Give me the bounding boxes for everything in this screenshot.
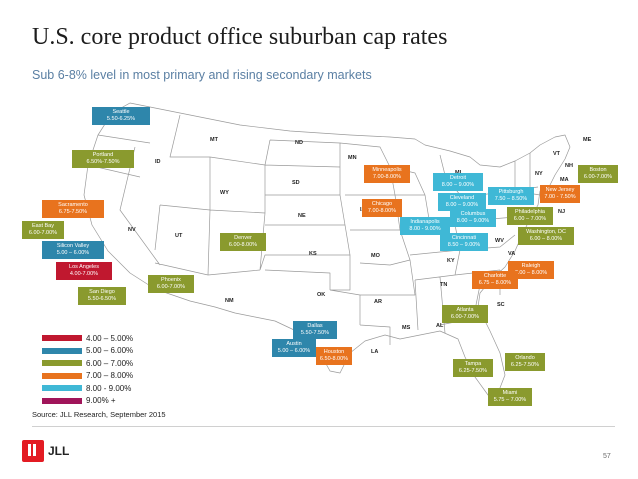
state-label: NE: [298, 213, 306, 219]
state-label: TN: [440, 282, 448, 288]
state-label: MT: [210, 137, 218, 143]
market-chicago: Chicago 7.00-8.00%: [362, 199, 402, 217]
market-san-diego: San Diego 5.50-6.50%: [78, 287, 126, 305]
market-portland: Portland 6.50%-7.50%: [72, 150, 134, 168]
market-east-bay: East Bay 6.00-7.00%: [22, 221, 64, 239]
market-orlando: Orlando 6.25-7.50%: [505, 353, 545, 371]
legend-item: 9.00% +: [42, 395, 133, 408]
market-boston: Boston 6.00-7.00%: [578, 165, 618, 183]
market-phoenix: Phoenix 6.00-7.00%: [148, 275, 194, 293]
market-cincinnati: Cincinnati 8.50 – 9.00%: [440, 233, 488, 251]
legend-label: 4.00 – 5.00%: [86, 333, 134, 343]
jll-logo-text: JLL: [48, 444, 70, 458]
legend-swatch: [42, 347, 82, 354]
legend-swatch: [42, 385, 82, 392]
page-number: 57: [603, 453, 611, 460]
source-note: Source: JLL Research, September 2015: [32, 410, 166, 419]
market-seattle: Seattle 5.50-6.25%: [92, 107, 150, 125]
state-label: WY: [220, 190, 229, 196]
market-washington-dc: Washington, DC 6.00 – 8.00%: [518, 227, 574, 245]
market-houston: Houston 6.50-8.00%: [316, 347, 352, 365]
market-denver: Denver 6.00-8.00%: [220, 233, 266, 251]
legend-swatch: [42, 360, 82, 367]
market-tampa: Tampa 6.25-7.50%: [453, 359, 493, 377]
legend-label: 8.00 - 9.00%: [86, 383, 132, 393]
state-label: AL: [436, 323, 444, 329]
state-label: NY: [535, 171, 543, 177]
jll-logo: JLL: [22, 440, 69, 462]
market-los-angeles: Los Angeles 4.00-7.00%: [56, 262, 112, 280]
state-label: VA: [508, 251, 516, 257]
state-label: MN: [348, 155, 357, 161]
legend-item: 5.00 – 6.00%: [42, 345, 133, 358]
legend: 4.00 – 5.00% 5.00 – 6.00% 6.00 – 7.00% 7…: [42, 332, 133, 407]
market-silicon-valley: Silicon Valley 5.00 – 6.00%: [42, 241, 104, 259]
us-map: MT ND MN ME ID WY SD VT NH NY MA MI NV U…: [22, 95, 630, 425]
legend-swatch: [42, 335, 82, 342]
state-label: SC: [497, 302, 505, 308]
market-cleveland: Cleveland 8.00 – 9.00%: [438, 193, 486, 211]
market-columbus: Columbus 8.00 – 9.00%: [450, 209, 496, 227]
state-label: NM: [225, 298, 234, 304]
state-label: ND: [295, 140, 303, 146]
market-new-jersey: New Jersey 7.00 - 7.50%: [540, 185, 580, 203]
state-label: MS: [402, 325, 411, 331]
state-label: MA: [560, 177, 569, 183]
jll-logo-icon: [22, 440, 44, 462]
market-minneapolis: Minneapolis 7.00-8.00%: [364, 165, 410, 183]
market-atlanta: Atlanta 6.00-7.00%: [442, 305, 488, 323]
legend-item: 7.00 – 8.00%: [42, 370, 133, 383]
market-philadelphia: Philadelphia 6.00 – 7.00%: [507, 207, 553, 225]
state-label: OK: [317, 292, 326, 298]
legend-label: 6.00 – 7.00%: [86, 358, 134, 368]
state-label: KY: [447, 258, 455, 264]
state-label: AR: [374, 299, 382, 305]
state-label: VT: [553, 151, 561, 157]
state-label: ME: [583, 137, 592, 143]
state-label: MO: [371, 253, 380, 259]
state-label: KS: [309, 251, 317, 257]
state-label: NV: [128, 227, 136, 233]
market-detroit: Detroit 8.00 – 9.00%: [433, 173, 483, 191]
state-label: ID: [155, 159, 161, 165]
state-label: UT: [175, 233, 183, 239]
state-label: WV: [495, 238, 504, 244]
slide-subtitle: Sub 6-8% level in most primary and risin…: [32, 68, 372, 82]
market-miami: Miami 5.75 – 7.00%: [488, 388, 532, 406]
legend-label: 7.00 – 8.00%: [86, 371, 134, 381]
market-dallas: Dallas 5.50-7.50%: [293, 321, 337, 339]
legend-swatch: [42, 397, 82, 404]
state-label: SD: [292, 180, 300, 186]
market-sacramento: Sacramento 6.75-7.50%: [42, 200, 104, 218]
legend-label: 9.00% +: [86, 396, 116, 406]
market-austin: Austin 5.00 – 6.00%: [272, 339, 316, 357]
footer-divider: [32, 426, 615, 427]
legend-item: 4.00 – 5.00%: [42, 332, 133, 345]
market-charlotte: Charlotte 6.75 – 8.00%: [472, 271, 518, 289]
legend-swatch: [42, 372, 82, 379]
market-pittsburgh: Pittsburgh 7.50 – 8.50%: [488, 187, 534, 205]
us-map-svg: [83, 102, 571, 396]
legend-item: 6.00 – 7.00%: [42, 357, 133, 370]
state-label: NJ: [558, 209, 566, 215]
legend-item: 8.00 - 9.00%: [42, 382, 133, 395]
slide-title: U.S. core product office suburban cap ra…: [32, 24, 448, 50]
market-raleigh: Raleigh 7.00 – 8.00%: [508, 261, 554, 279]
state-label: LA: [371, 349, 379, 355]
state-label: NH: [565, 163, 573, 169]
market-indianapolis: Indianapolis 8.00 - 9.00%: [400, 217, 450, 235]
legend-label: 5.00 – 6.00%: [86, 346, 134, 356]
